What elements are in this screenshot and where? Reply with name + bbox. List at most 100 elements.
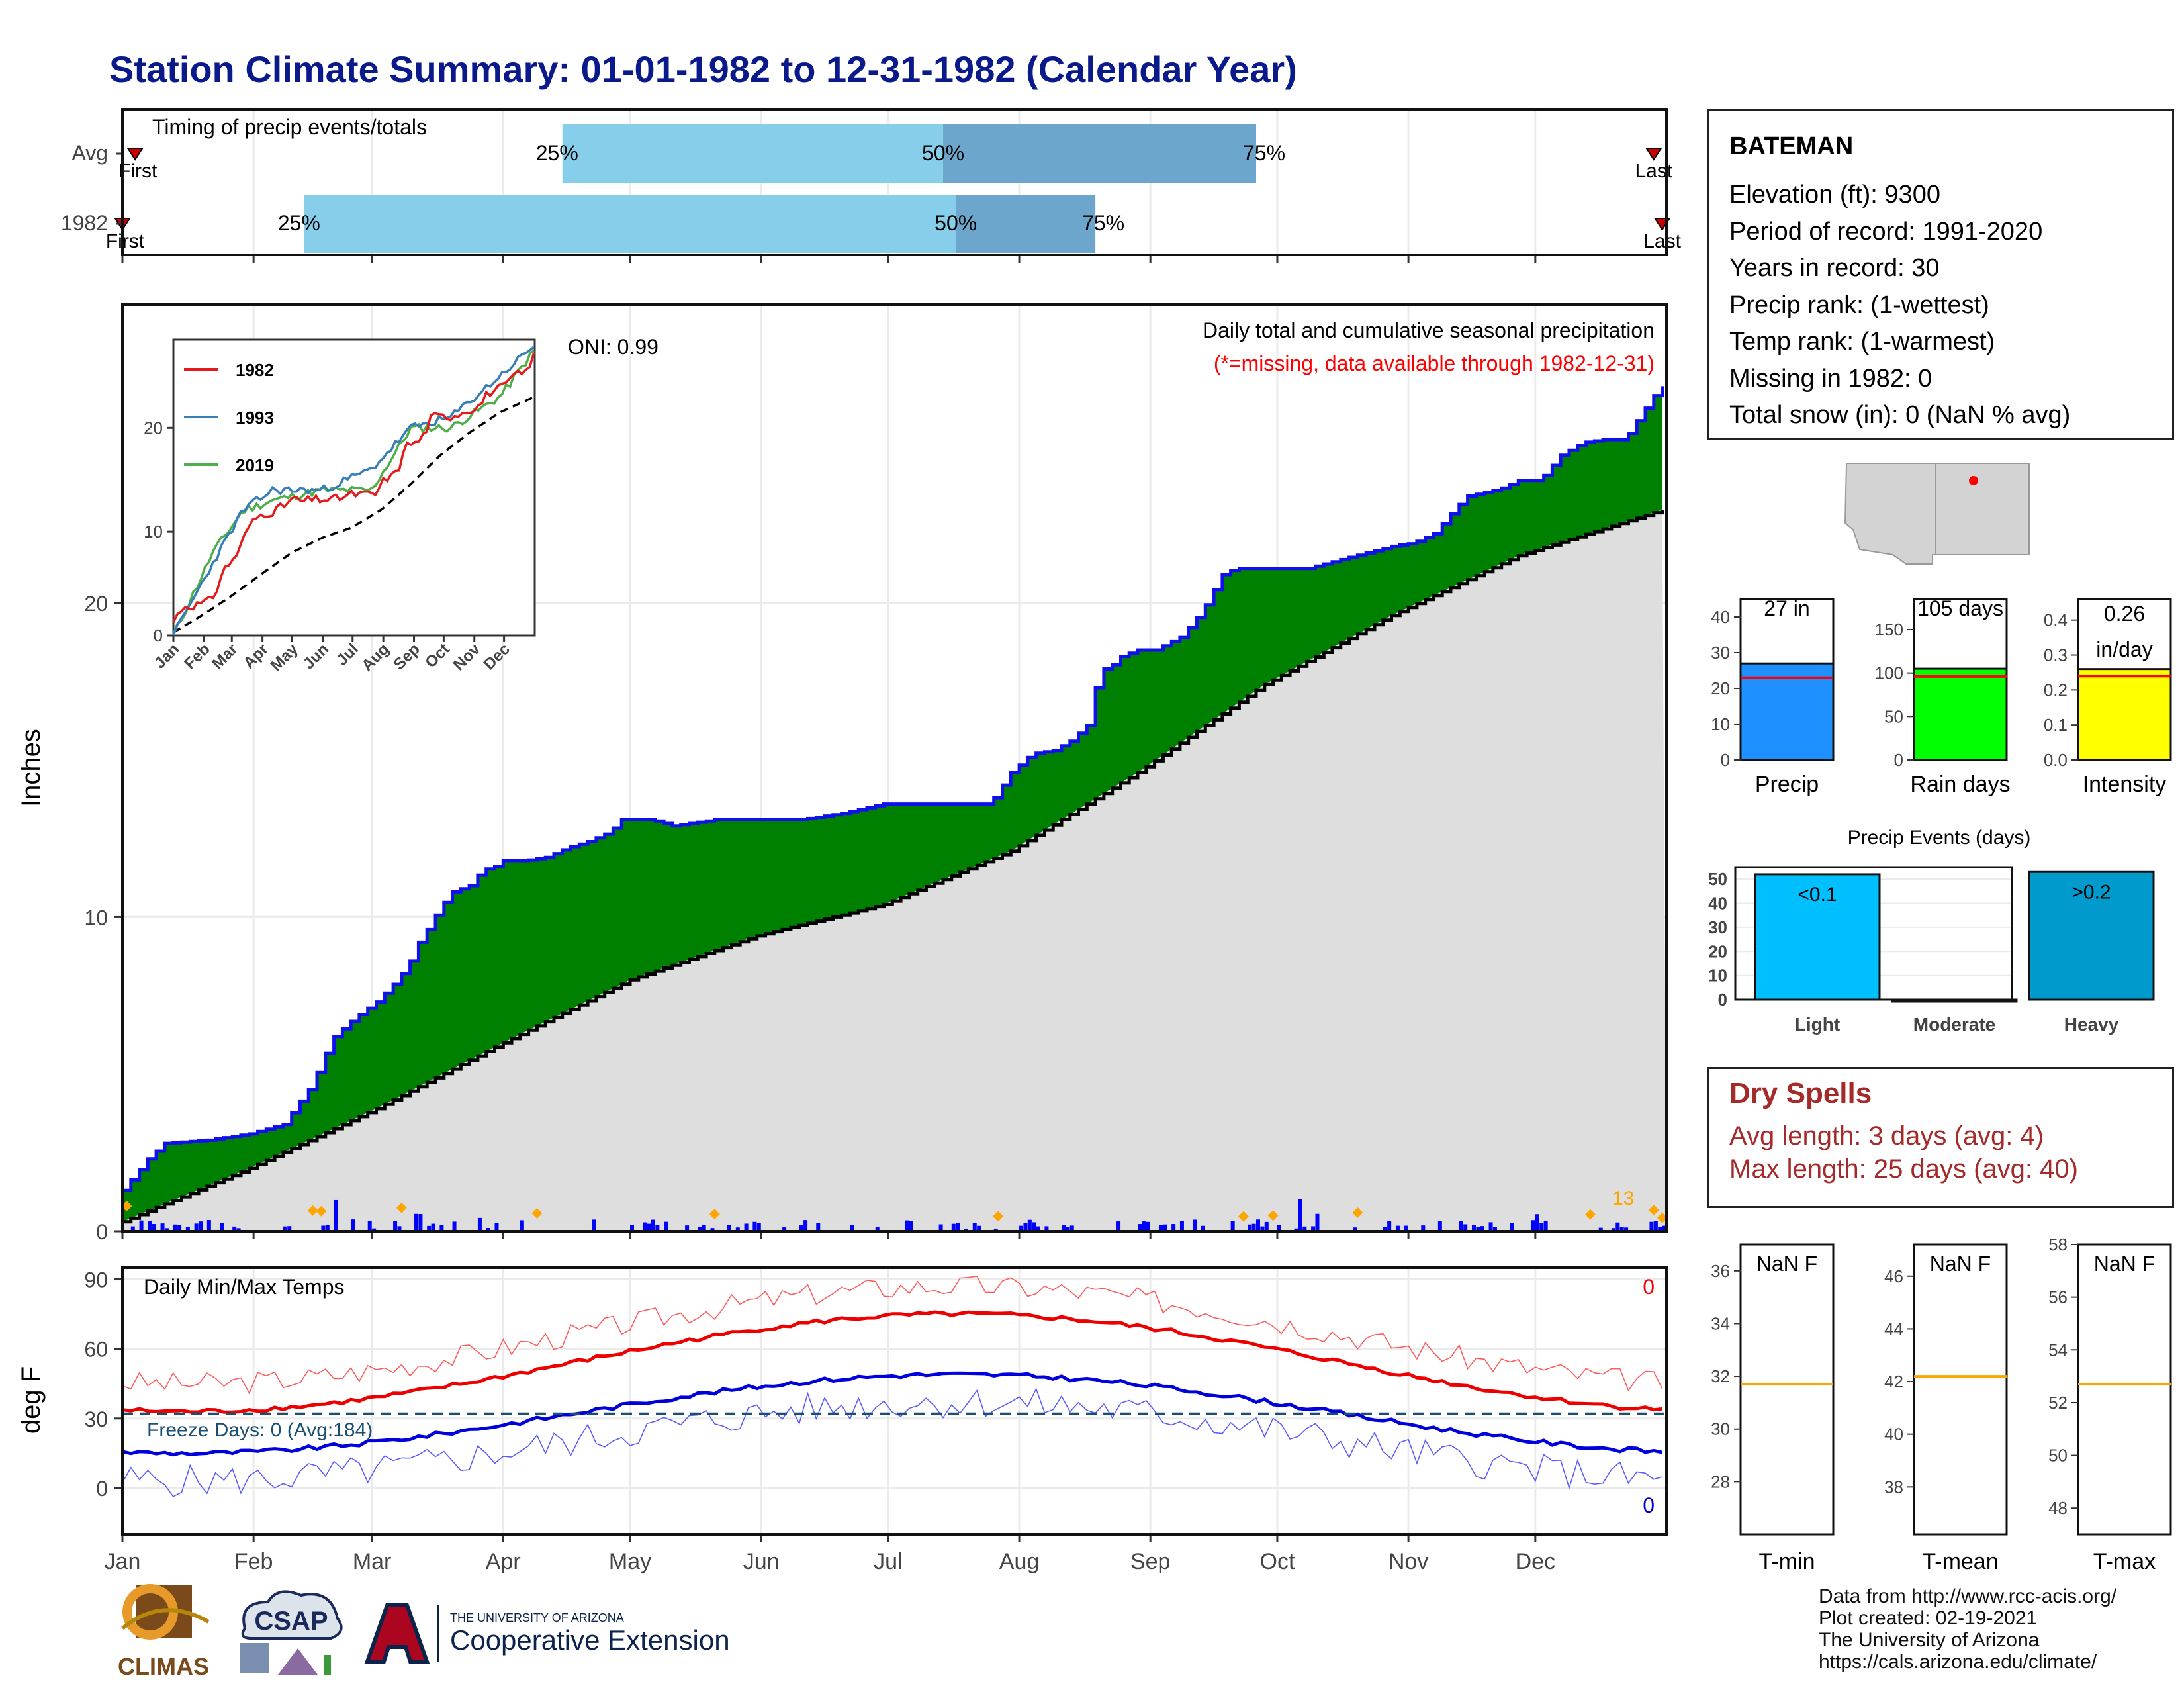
daily-precip-bar — [803, 1220, 808, 1231]
timing-first-marker — [126, 148, 144, 161]
timing-q75-label: 75% — [1082, 211, 1124, 235]
daily-precip-bar — [139, 1220, 144, 1231]
daily-precip-bar — [1459, 1221, 1463, 1231]
summary-tick-label: 150 — [1875, 620, 1903, 639]
daily-precip-bar — [1404, 1225, 1408, 1231]
temp-summary-tick-label: 40 — [1884, 1425, 1903, 1444]
daily-precip-bar — [431, 1223, 435, 1231]
daily-precip-bar — [685, 1225, 690, 1231]
daily-precip-bar — [1619, 1227, 1624, 1231]
dry-spells-box: Dry Spells Avg length: 3 days (avg: 4) M… — [1707, 1067, 2174, 1208]
events-tick-label: 50 — [1708, 869, 1727, 889]
timing-row-label: 1982 — [61, 211, 108, 235]
summary-tick-label: 0.1 — [2044, 715, 2068, 735]
month-label: Apr — [486, 1549, 521, 1574]
station-period: Period of record: 1991-2020 — [1729, 217, 2043, 246]
temp-summary-tick-label: 58 — [2048, 1235, 2068, 1254]
precip-ylabel: Inches — [17, 729, 46, 807]
daily-precip-bar — [321, 1225, 326, 1231]
daily-precip-bar — [651, 1219, 655, 1231]
daily-precip-bar — [938, 1224, 943, 1231]
daily-precip-bar — [236, 1228, 241, 1231]
extreme-precip-marker — [1352, 1207, 1363, 1219]
daily-precip-bar — [232, 1226, 237, 1231]
daily-precip-bar — [1019, 1225, 1024, 1231]
daily-precip-bar — [1653, 1221, 1658, 1231]
inset-series-1982 — [172, 353, 535, 624]
month-label: Sep — [1130, 1549, 1171, 1574]
summary-tick-label: 10 — [1711, 714, 1730, 734]
locator-map — [1844, 463, 2030, 565]
daily-precip-bar — [283, 1226, 287, 1231]
daily-precip-bar — [1658, 1227, 1662, 1231]
summary-tick-label: 0 — [1721, 750, 1730, 770]
daily-precip-bar — [664, 1221, 668, 1231]
summary-bar — [2077, 668, 2172, 761]
temp-summary-frame — [1913, 1243, 2008, 1536]
temp-summary-label: T-mean — [1922, 1549, 1998, 1574]
daily-precip-bar — [287, 1226, 292, 1231]
average-cumulative-line — [122, 510, 1664, 1224]
month-label: Dec — [1516, 1549, 1555, 1574]
daily-precip-bar — [194, 1223, 199, 1231]
daily-precip-bar — [977, 1225, 981, 1231]
daily-precip-bar — [1044, 1226, 1049, 1231]
extreme-precip-marker — [993, 1211, 1004, 1222]
daily-precip-bar — [702, 1225, 706, 1231]
daily-precip-bar — [1615, 1222, 1620, 1231]
timing-last-marker — [1645, 148, 1662, 161]
events-tick-label: 0 — [1718, 990, 1727, 1009]
daily-precip-bar — [477, 1217, 482, 1231]
events-bar — [2028, 870, 2155, 1001]
daily-precip-bar — [592, 1219, 596, 1231]
temp-panel-label: Daily Min/Max Temps — [144, 1275, 344, 1299]
daily-precip-bar — [1163, 1224, 1167, 1231]
extreme-precip-marker — [709, 1209, 720, 1220]
daily-precip-bar — [956, 1223, 960, 1231]
average-min-temp-line — [122, 1371, 1663, 1457]
precip-caption: Daily total and cumulative seasonal prec… — [1203, 318, 1655, 342]
daily-precip-bar — [1510, 1223, 1514, 1231]
summary-tick-label: 0.3 — [2044, 645, 2068, 665]
events-tick-label: 40 — [1708, 894, 1727, 914]
ua-extension-logo: THE UNIVERSITY OF ARIZONA Cooperative Ex… — [361, 1602, 745, 1668]
station-elevation: Elevation (ft): 9300 — [1729, 181, 1940, 209]
daily-precip-bar — [1298, 1199, 1302, 1231]
daily-precip-bar — [951, 1223, 956, 1231]
daily-precip-bar — [1543, 1221, 1548, 1231]
daily-precip-bar — [1277, 1224, 1281, 1231]
temp-summary-tick-label: 52 — [2048, 1393, 2068, 1413]
daily-precip-bar — [1260, 1226, 1265, 1231]
daily-precip-bar — [1421, 1225, 1426, 1231]
daily-precip-bar — [744, 1223, 749, 1231]
daily-precip-bar — [1193, 1219, 1197, 1231]
daily-precip-bar — [905, 1220, 909, 1231]
daily-precip-bar — [1463, 1224, 1468, 1231]
temp-summaries: 28 30 32 34 36 NaN F T-min 38 40 42 44 46 NaN F T-mea… — [1711, 1235, 2172, 1574]
daily-precip-bar — [393, 1221, 398, 1231]
daily-precip-bar — [152, 1224, 156, 1231]
summary-bar-value: 27 in — [1764, 596, 1809, 620]
temp-summary-tick-label: 34 — [1711, 1313, 1730, 1333]
daily-precip-bar — [1353, 1227, 1358, 1231]
daily-precip-bar — [1471, 1225, 1476, 1231]
daily-precip-bar — [1201, 1225, 1205, 1231]
daily-precip-bar — [698, 1227, 702, 1231]
daily-precip-bar — [427, 1225, 432, 1231]
daily-precip-bar — [1480, 1226, 1484, 1231]
daily-precip-bar — [1387, 1221, 1392, 1231]
daily-precip-bar — [972, 1223, 977, 1231]
daily-precip-bar — [397, 1226, 402, 1231]
temp-summary-tick-label: 36 — [1711, 1261, 1730, 1281]
temp-panel: Jan Feb Mar Apr May Jun Jul Aug Sep Oct Nov Dec 0 30 6… — [17, 1266, 1668, 1574]
climas-logo: CLIMAS — [109, 1582, 218, 1685]
inset-legend-label: 2019 — [236, 455, 274, 475]
temp-plot-frame — [121, 1266, 1668, 1536]
temp-summary-tick-label: 46 — [1884, 1266, 1903, 1286]
station-years: Years in record: 30 — [1729, 254, 1940, 282]
csap-logo: CSAP — [232, 1582, 351, 1685]
daily-precip-bar — [1311, 1226, 1316, 1231]
average-max-temp-line — [122, 1310, 1662, 1414]
month-label: Oct — [1260, 1549, 1295, 1574]
